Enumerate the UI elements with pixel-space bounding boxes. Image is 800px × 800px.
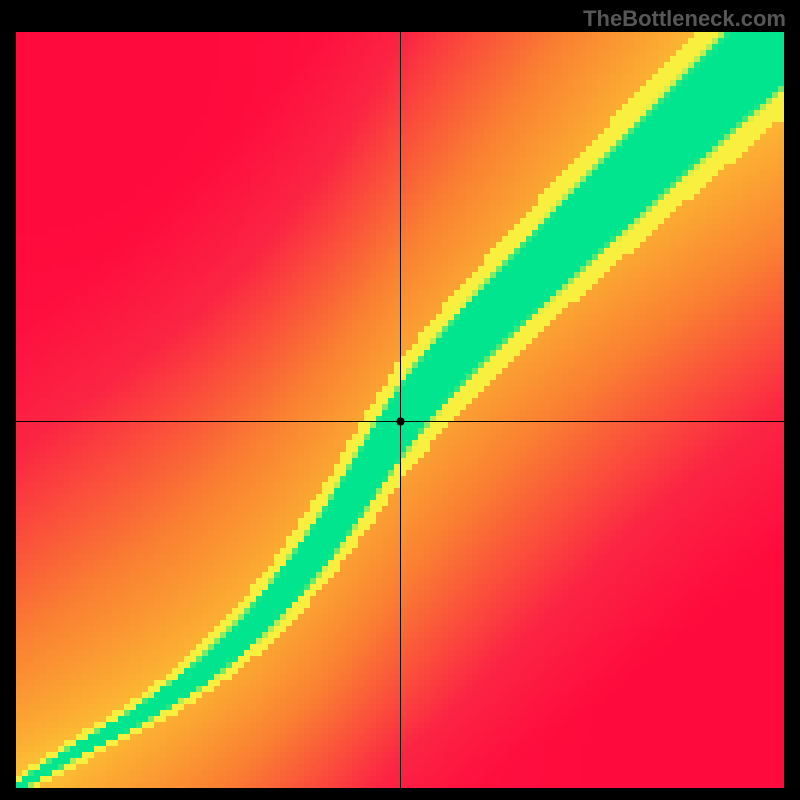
watermark-text: TheBottleneck.com xyxy=(583,6,786,32)
bottleneck-heatmap xyxy=(16,32,784,788)
heatmap-canvas xyxy=(16,32,784,788)
root-container: TheBottleneck.com xyxy=(0,0,800,800)
